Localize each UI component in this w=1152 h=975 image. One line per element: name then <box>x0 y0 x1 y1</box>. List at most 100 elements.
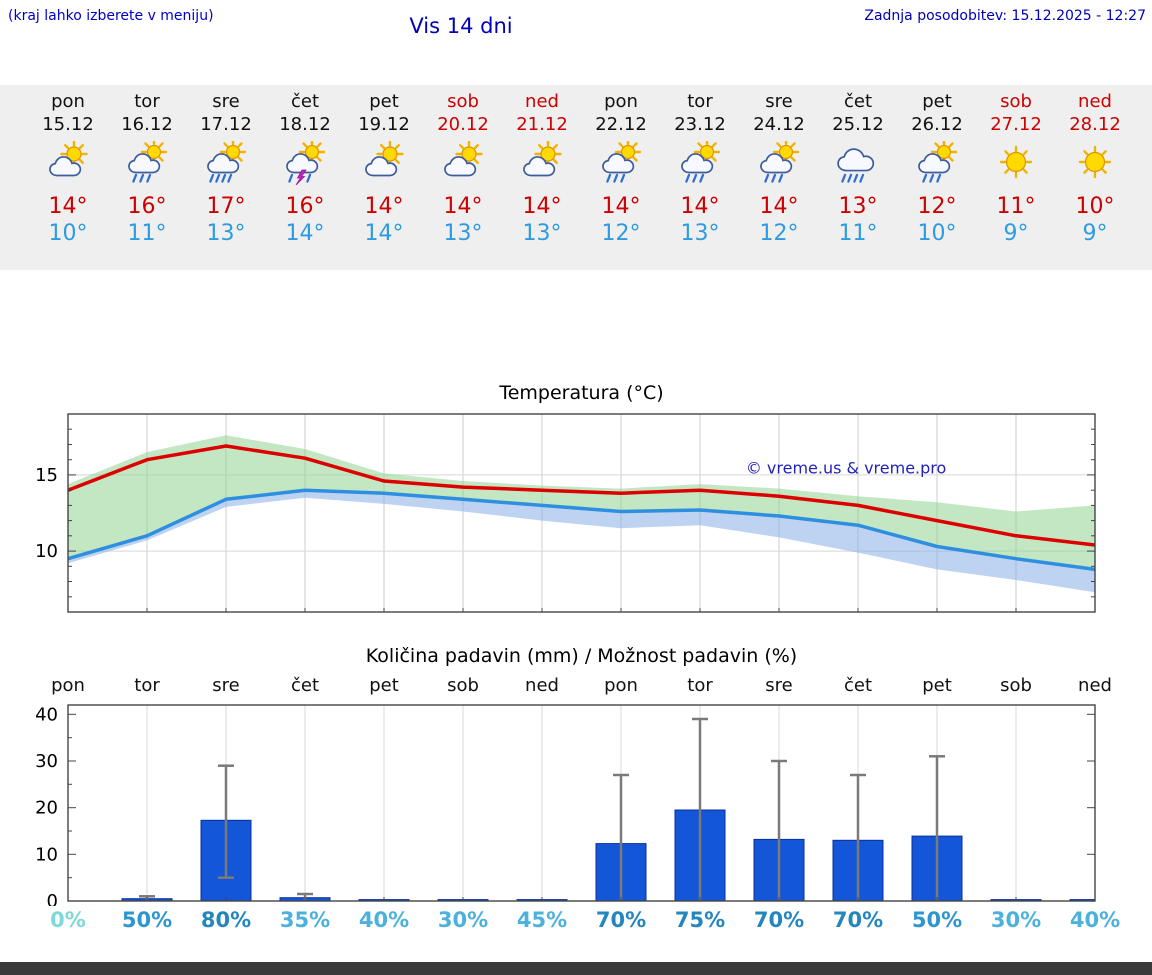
day-column: sob 27.12 11° 9° <box>973 85 1059 246</box>
day-date: 27.12 <box>990 114 1042 135</box>
day-column: pet 26.12 12° 10° <box>894 85 980 246</box>
temp-min: 14° <box>285 221 325 246</box>
day-column: sre 17.12 17° 13° <box>183 85 269 246</box>
day-name: sre <box>212 91 240 112</box>
watermark: © vreme.us & vreme.pro <box>746 458 947 477</box>
forecast-strip-row: pon 15.12 14° 10° tor 16.12 16° 11° sre 17.12 17° 1… <box>42 85 1121 270</box>
sun-cloud-rain-icon <box>918 141 958 183</box>
precip-probability: 30% <box>990 908 1042 932</box>
sun-icon <box>999 145 1033 179</box>
day-column: tor 23.12 14° 13° <box>657 85 743 246</box>
day-column: sre 24.12 14° 12° <box>736 85 822 246</box>
temp-max: 16° <box>285 194 325 219</box>
day-column: čet 18.12 16° 14° <box>262 85 348 246</box>
temperature-chart: 10 15 © vreme.us & vreme.pro <box>35 413 1096 613</box>
day-name: čet <box>843 91 873 112</box>
temp-max: 14° <box>601 194 641 219</box>
sun-cloud-rain-icon <box>602 141 642 183</box>
bottom-bar <box>0 962 1152 975</box>
sun-cloud-thunder-icon <box>286 141 326 185</box>
sun-cloud-icon <box>49 141 88 177</box>
day-name: ned <box>1078 91 1112 112</box>
weather-icon-wrap <box>516 139 568 187</box>
temp-max: 14° <box>443 194 483 219</box>
sun-cloud-rain-icon <box>681 141 721 183</box>
svg-text:10: 10 <box>35 844 58 865</box>
temp-min: 13° <box>680 221 720 246</box>
day-column: ned 28.12 10° 9° <box>1052 85 1138 246</box>
day-date: 28.12 <box>1069 114 1121 135</box>
day-date: 17.12 <box>200 114 252 135</box>
weather-icon-wrap <box>358 139 410 187</box>
forecast-strip: pon 15.12 14° 10° tor 16.12 16° 11° sre 17.12 17° 1… <box>0 85 1152 270</box>
temp-max: 12° <box>917 194 957 219</box>
temp-min: 12° <box>759 221 799 246</box>
precip-day-label: ned <box>525 675 559 696</box>
temp-min: 10° <box>917 221 957 246</box>
precip-probability: 70% <box>753 908 805 932</box>
weather-icon-wrap <box>832 139 884 187</box>
weather-icon-wrap <box>595 139 647 187</box>
weather-icon-wrap <box>1069 139 1121 187</box>
precip-day-labels-row: pon tor sre čet pet sob ned pon tor sre čet pet sob n… <box>51 675 1112 701</box>
precipitation-chart: 0 10 20 30 40 <box>35 704 1096 906</box>
day-date: 25.12 <box>832 114 884 135</box>
menu-note: (kraj lahko izberete v meniju) <box>8 8 214 24</box>
day-date: 21.12 <box>516 114 568 135</box>
svg-text:0: 0 <box>47 891 58 906</box>
precip-probability: 75% <box>674 908 726 932</box>
day-name: pet <box>922 91 952 112</box>
precip-day-label: tor <box>687 675 713 696</box>
temp-min: 10° <box>48 221 88 246</box>
day-name: sob <box>447 91 479 112</box>
svg-text:15: 15 <box>35 465 58 486</box>
temp-max: 14° <box>522 194 562 219</box>
day-name: pon <box>51 91 85 112</box>
weather-icon-wrap <box>753 139 805 187</box>
last-update-label: Zadnja posodobitev: 15.12.2025 - 12:27 <box>864 8 1146 24</box>
temp-max: 10° <box>1075 194 1115 219</box>
precip-probability: 50% <box>911 908 963 932</box>
day-date: 18.12 <box>279 114 331 135</box>
temp-max: 13° <box>838 194 878 219</box>
temp-min: 9° <box>1082 221 1108 246</box>
day-column: pon 15.12 14° 10° <box>25 85 111 246</box>
precip-probability: 40% <box>358 908 410 932</box>
precip-day-label: sre <box>212 675 240 696</box>
day-column: pet 19.12 14° 14° <box>341 85 427 246</box>
temp-min: 13° <box>522 221 562 246</box>
day-date: 20.12 <box>437 114 489 135</box>
day-name: pet <box>369 91 399 112</box>
temp-max: 17° <box>206 194 246 219</box>
precip-day-label: pon <box>51 675 85 696</box>
temp-min: 12° <box>601 221 641 246</box>
day-column: čet 25.12 13° 11° <box>815 85 901 246</box>
weather-icon-wrap <box>121 139 173 187</box>
temp-max: 14° <box>680 194 720 219</box>
day-column: tor 16.12 16° 11° <box>104 85 190 246</box>
weather-icon-wrap <box>911 139 963 187</box>
sun-cloud-heavy-rain-icon <box>207 141 247 183</box>
temp-max: 11° <box>996 194 1036 219</box>
svg-text:20: 20 <box>35 798 58 819</box>
temp-max: 14° <box>48 194 88 219</box>
day-date: 26.12 <box>911 114 963 135</box>
sun-cloud-rain-icon <box>128 141 168 183</box>
temp-max: 14° <box>759 194 799 219</box>
day-column: ned 21.12 14° 13° <box>499 85 585 246</box>
temp-min: 11° <box>127 221 167 246</box>
temp-min: 11° <box>838 221 878 246</box>
precip-probability: 30% <box>437 908 489 932</box>
precip-probability: 50% <box>121 908 173 932</box>
day-column: pon 22.12 14° 12° <box>578 85 664 246</box>
precip-probability: 35% <box>279 908 331 932</box>
day-date: 16.12 <box>121 114 173 135</box>
precip-day-label: sre <box>765 675 793 696</box>
day-column: sob 20.12 14° 13° <box>420 85 506 246</box>
weather-icon-wrap <box>200 139 252 187</box>
precip-probability-row: 0% 50% 80% 35% 40% 30% 45% 70% 75% 70% 70% 50% 30% 40… <box>50 906 1120 942</box>
page-title: Vis 14 dni <box>409 14 513 38</box>
day-name: pon <box>604 91 638 112</box>
day-date: 15.12 <box>42 114 94 135</box>
